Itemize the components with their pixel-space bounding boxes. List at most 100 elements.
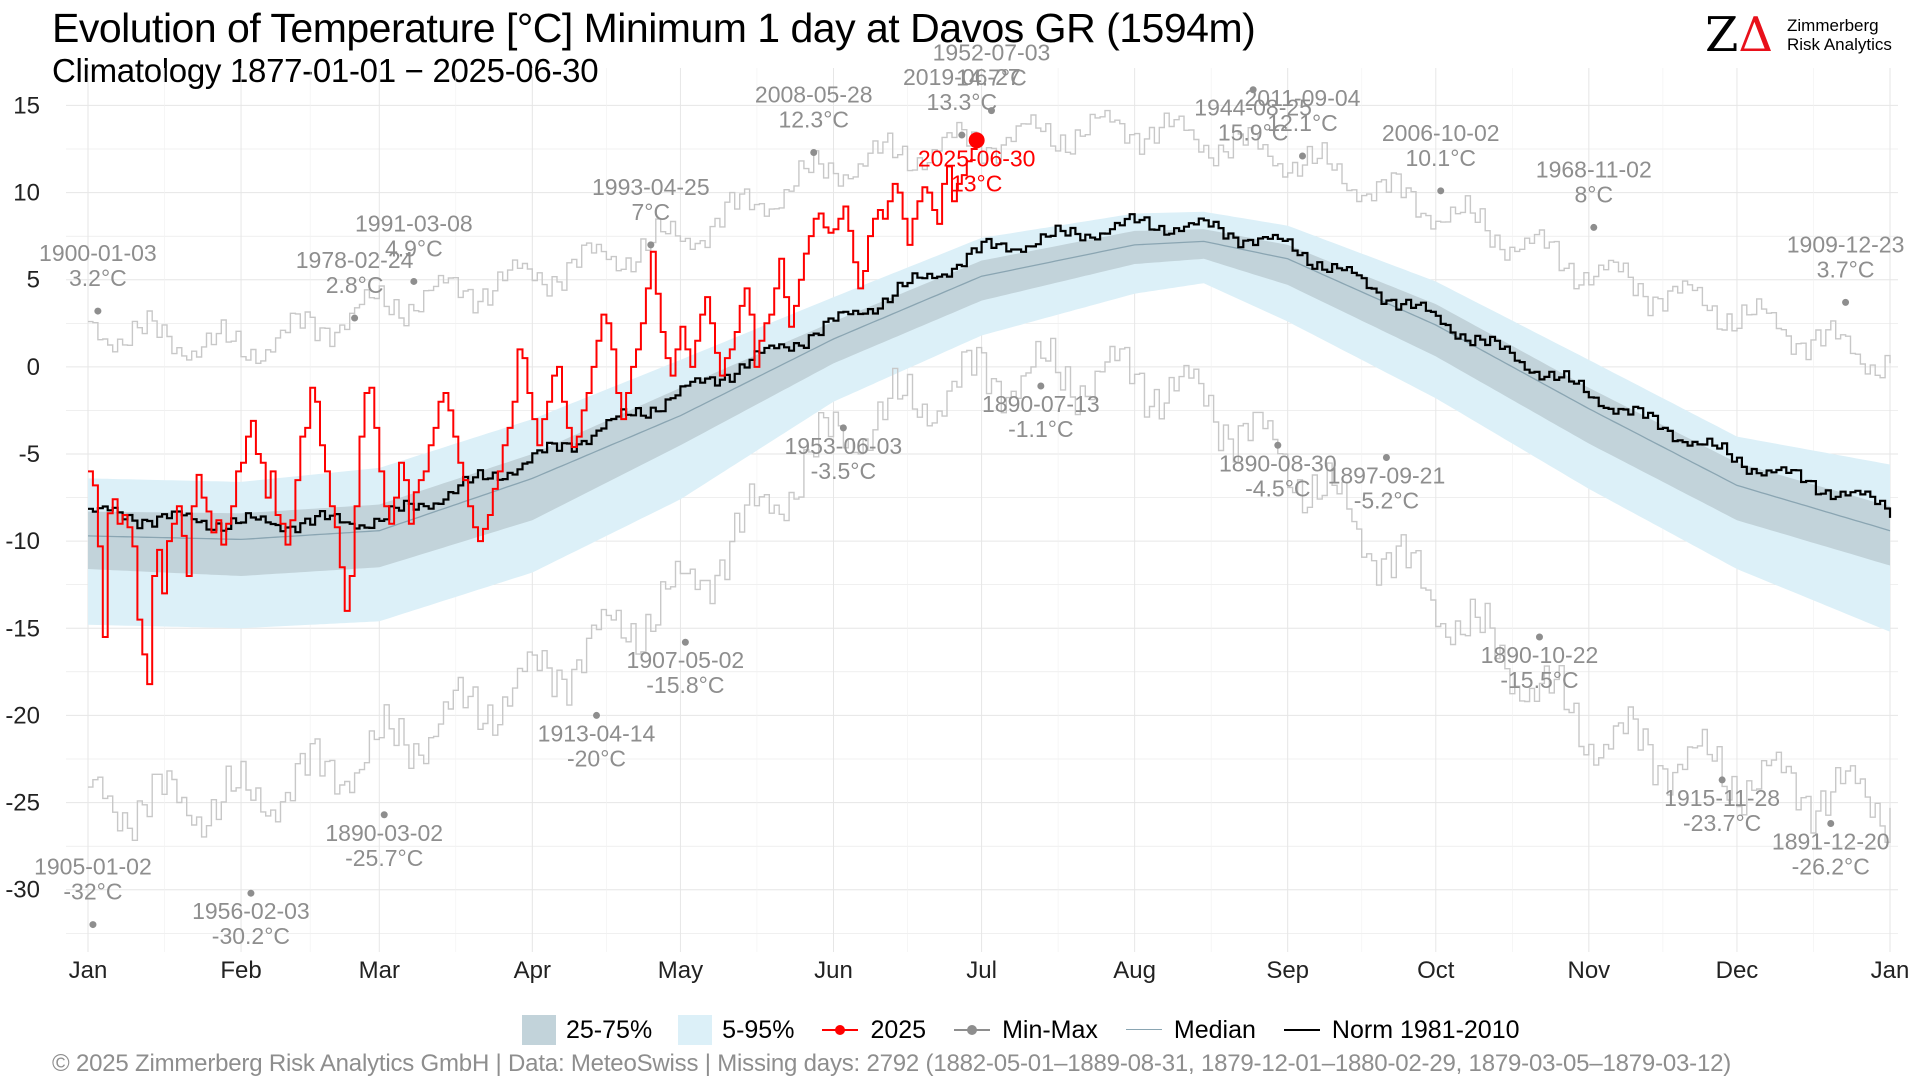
record-point bbox=[1827, 819, 1835, 827]
x-tick-label: May bbox=[658, 957, 703, 984]
record-value-label: 12.1°C bbox=[1267, 110, 1338, 136]
legend-key-min-max bbox=[952, 1015, 992, 1045]
record-date-label: 1890-07-13 bbox=[982, 391, 1100, 417]
record-value-label: -20°C bbox=[567, 745, 626, 771]
record-date-label: 1953-06-03 bbox=[785, 433, 903, 459]
median-line bbox=[87, 240, 1891, 541]
record-date-label: 2011-09-04 bbox=[1245, 85, 1361, 111]
legend-item-25-75: 25-75% bbox=[522, 1015, 652, 1045]
record-date-label: 1907-05-02 bbox=[627, 647, 745, 673]
legend-label: 2025 bbox=[870, 1015, 927, 1044]
record-point bbox=[89, 921, 97, 929]
record-date-label: 1956-02-03 bbox=[192, 898, 310, 924]
legend-label: 25-75% bbox=[566, 1015, 653, 1044]
record-value-label: -26.2°C bbox=[1792, 853, 1870, 879]
x-tick-label: Dec bbox=[1716, 957, 1759, 984]
record-value-label: 14.7°C bbox=[956, 65, 1027, 91]
record-value-label: 7°C bbox=[632, 199, 671, 225]
record-value-label: -4.5°C bbox=[1245, 475, 1310, 501]
record-value-label: -32°C bbox=[63, 879, 122, 905]
record-date-label: 2019-06-27 bbox=[903, 64, 1021, 90]
record-point bbox=[987, 107, 995, 115]
record-point bbox=[94, 307, 102, 315]
temperature-chart: 1900-01-033.2°C 1978-02-242.8°C 1991-03-08… bbox=[5, 40, 1909, 984]
x-tick-label: Mar bbox=[359, 957, 400, 984]
record-point bbox=[1535, 633, 1543, 641]
record-value-label: 3.2°C bbox=[69, 265, 127, 291]
record-date-label: 1993-04-25 bbox=[592, 174, 710, 200]
y-tick-label: -15 bbox=[5, 615, 40, 642]
record-value-label: 4.9°C bbox=[385, 235, 443, 261]
record-date-label: 1909-12-23 bbox=[1787, 231, 1905, 257]
legend-item-2025: 2025 bbox=[820, 1015, 926, 1045]
record-date-label: 1915-11-28 bbox=[1664, 785, 1780, 811]
record-date-label: 1952-07-03 bbox=[933, 40, 1051, 66]
x-tick-label: Feb bbox=[220, 957, 261, 984]
x-tick-label: Oct bbox=[1417, 957, 1455, 984]
record-point bbox=[839, 424, 847, 432]
record-date-label: 1890-03-02 bbox=[325, 820, 443, 846]
record-point bbox=[1249, 86, 1257, 94]
record-point bbox=[351, 314, 359, 322]
record-value-label: 10.1°C bbox=[1405, 145, 1476, 171]
record-point bbox=[647, 241, 655, 249]
record-date-label: 1890-08-30 bbox=[1219, 450, 1337, 476]
x-tick-label: Jan bbox=[69, 957, 108, 984]
x-tick-label: Jan bbox=[1871, 957, 1910, 984]
record-value-label: 12.3°C bbox=[778, 106, 849, 132]
record-value-label: -3.5°C bbox=[811, 458, 876, 484]
legend-item-norm: Norm 1981-2010 bbox=[1282, 1015, 1520, 1045]
record-date-label: 1913-04-14 bbox=[538, 720, 656, 746]
axes: 15 10 5 0 -5 -10 -15 -20 -25 -30 Jan Feb Mar Apr May Ju… bbox=[5, 92, 1909, 984]
y-tick-label: 5 bbox=[27, 267, 40, 294]
record-value-label: -15.5°C bbox=[1500, 667, 1578, 693]
chart-title: Evolution of Temperature [°C] Minimum 1 … bbox=[52, 5, 1256, 51]
extreme-annotations: 1900-01-033.2°C 1978-02-242.8°C 1991-03-08… bbox=[34, 40, 1904, 950]
record-date-label: 1890-10-22 bbox=[1481, 642, 1599, 668]
record-date-label: 2008-05-28 bbox=[755, 81, 873, 107]
record-point bbox=[380, 811, 388, 819]
record-point bbox=[810, 148, 818, 156]
max-record-line bbox=[88, 109, 1891, 379]
footer-credits: © 2025 Zimmerberg Risk Analytics GmbH | … bbox=[52, 1050, 1732, 1077]
record-date-label: 1891-12-20 bbox=[1772, 828, 1890, 854]
x-tick-label: Sep bbox=[1266, 957, 1309, 984]
record-value-label: -15.8°C bbox=[646, 672, 724, 698]
legend-item-5-95: 5-95% bbox=[678, 1015, 794, 1045]
series-2025-line bbox=[88, 140, 978, 686]
record-point bbox=[1382, 453, 1390, 461]
legend-key-median bbox=[1124, 1015, 1164, 1045]
x-tick-label: Nov bbox=[1568, 957, 1611, 984]
record-point bbox=[1437, 187, 1445, 195]
record-point bbox=[247, 889, 255, 897]
y-tick-label: -30 bbox=[5, 877, 40, 904]
record-value-label: -23.7°C bbox=[1683, 810, 1761, 836]
record-value-label: 15.9°C bbox=[1218, 120, 1289, 146]
record-value-label: 13°C bbox=[951, 170, 1002, 196]
logo-line-1: Zimmerberg bbox=[1787, 16, 1879, 35]
record-point bbox=[1298, 152, 1306, 160]
record-point bbox=[958, 131, 966, 139]
x-tick-label: Apr bbox=[514, 957, 551, 984]
record-value-label: 8°C bbox=[1574, 181, 1613, 207]
record-value-label: -1.1°C bbox=[1008, 416, 1073, 442]
series-lines bbox=[87, 109, 1892, 843]
min-record-line bbox=[88, 337, 1891, 843]
record-point bbox=[1718, 776, 1726, 784]
company-logo: ZΔ Zimmerberg Risk Analytics bbox=[1705, 10, 1905, 60]
logo-text: Zimmerberg Risk Analytics bbox=[1787, 16, 1892, 54]
record-point bbox=[1274, 441, 1282, 449]
legend-item-min-max: Min-Max bbox=[952, 1015, 1098, 1045]
logo-line-2: Risk Analytics bbox=[1787, 35, 1892, 54]
record-point bbox=[593, 711, 601, 719]
y-tick-label: -5 bbox=[19, 441, 40, 468]
y-tick-label: -10 bbox=[5, 528, 40, 555]
legend-label: Min-Max bbox=[1002, 1015, 1098, 1044]
record-date-label: 1897-09-21 bbox=[1328, 462, 1446, 488]
record-point bbox=[1842, 298, 1850, 306]
legend-key-2025 bbox=[820, 1015, 860, 1045]
legend-label: Norm 1981-2010 bbox=[1331, 1015, 1520, 1044]
record-date-label: 1991-03-08 bbox=[355, 210, 473, 236]
record-value-label: 13.3°C bbox=[927, 89, 998, 115]
record-value-label: 2.8°C bbox=[326, 272, 384, 298]
